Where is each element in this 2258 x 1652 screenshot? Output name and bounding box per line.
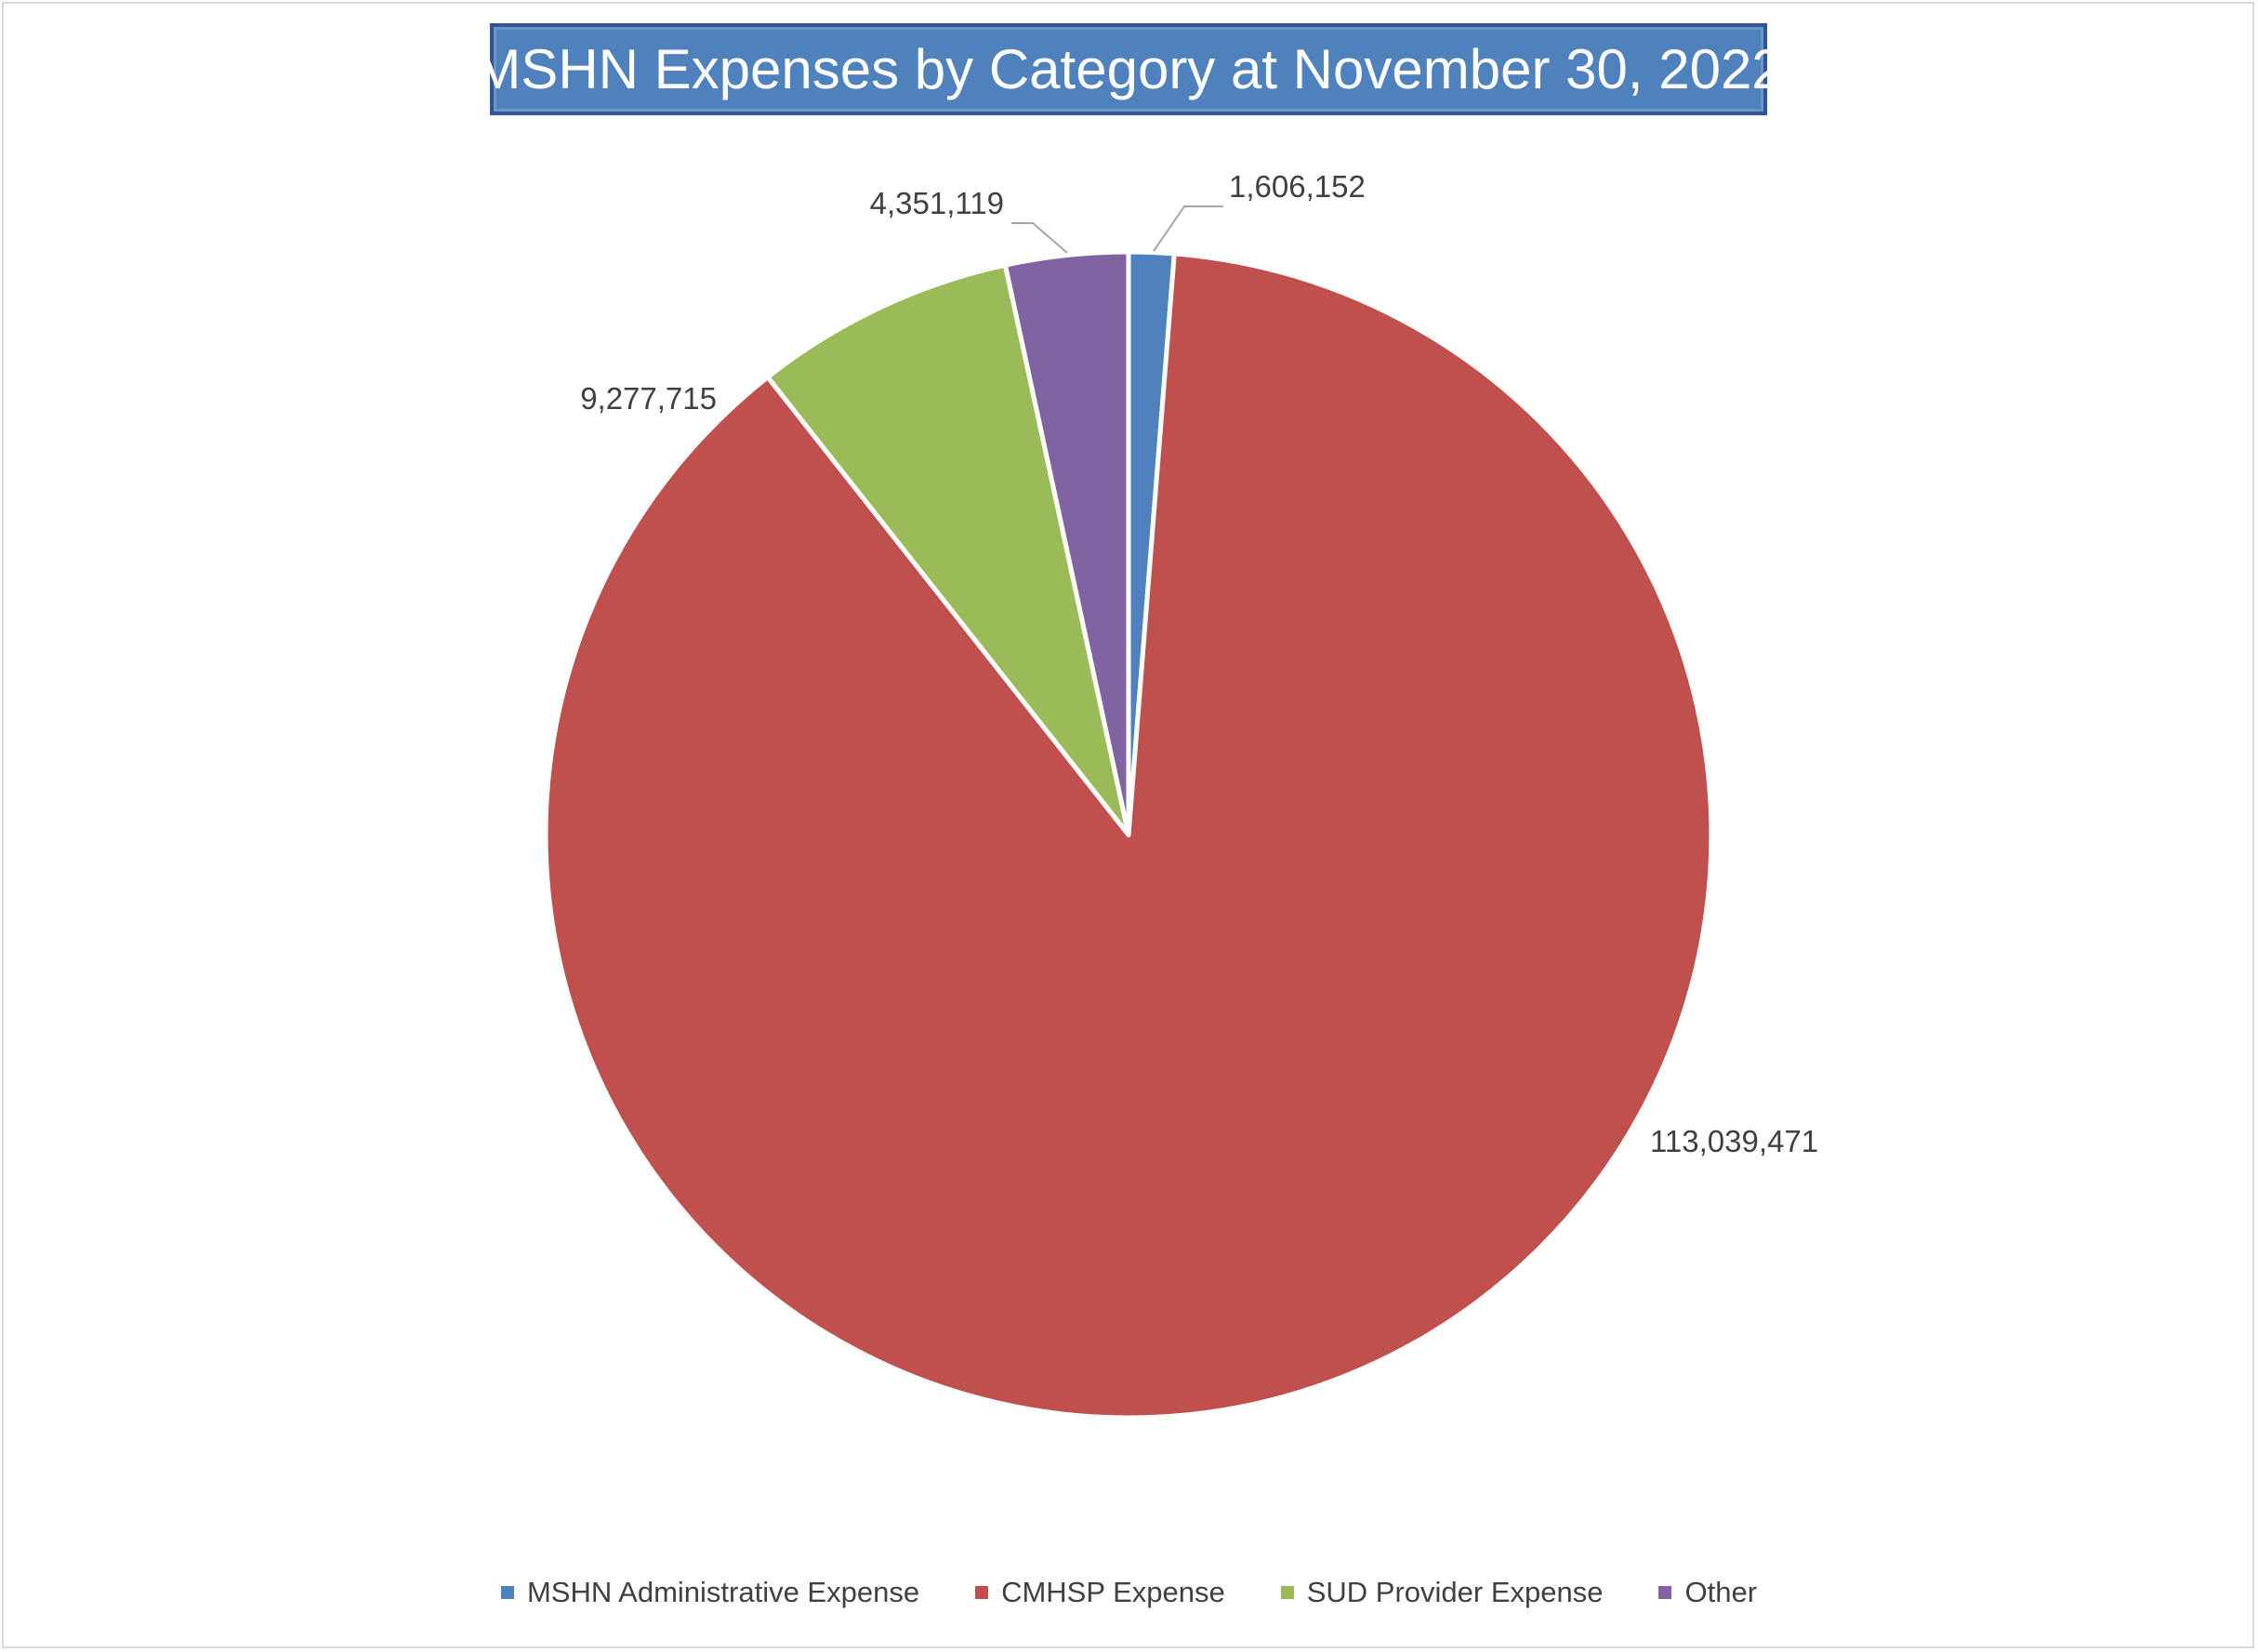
legend-swatch (975, 1586, 989, 1599)
data-label: 1,606,152 (1229, 169, 1366, 204)
chart-title: MSHN Expenses by Category at November 30… (474, 38, 1783, 100)
slice-other (1002, 249, 1131, 838)
leader-line (1153, 205, 1223, 252)
chart-title-box: MSHN Expenses by Category at November 30… (474, 23, 1783, 115)
leader-lines (1011, 205, 1223, 254)
legend-item-mshn-administrative: MSHN Administrative Expense (500, 1576, 920, 1609)
legend-item-cmhsp: CMHSP Expense (975, 1576, 1225, 1609)
data-label: 9,277,715 (580, 381, 717, 416)
legend-label: MSHN Administrative Expense (526, 1576, 920, 1608)
legend-label: CMHSP Expense (1001, 1576, 1225, 1608)
data-labels: 1,606,152 113,039,471 9,277,715 4,351,119 (580, 169, 1818, 1158)
slice-sud-provider (765, 262, 1131, 838)
legend-item-other: Other (1658, 1576, 1757, 1609)
legend-swatch (1658, 1586, 1672, 1599)
legend-label: SUD Provider Expense (1306, 1576, 1604, 1608)
pie-slices (543, 249, 1714, 1421)
data-label: 113,039,471 (1650, 1124, 1818, 1158)
leader-line (1011, 222, 1068, 254)
legend-label: Other (1684, 1576, 1758, 1608)
legend-swatch (500, 1586, 514, 1599)
legend-item-sud-provider: SUD Provider Expense (1280, 1576, 1604, 1609)
legend-swatch (1280, 1586, 1294, 1599)
data-label: 4,351,119 (870, 186, 1004, 220)
legend: MSHN Administrative Expense CMHSP Expens… (0, 1569, 2258, 1616)
